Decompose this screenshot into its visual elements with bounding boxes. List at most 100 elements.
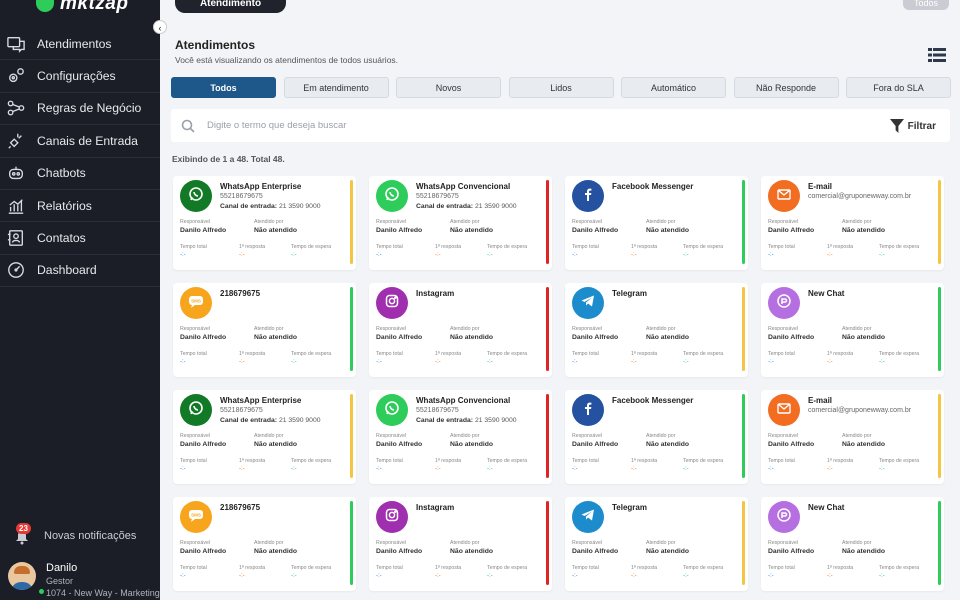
sidebar: mktzap Atendimentos Configurações Regras… — [0, 0, 160, 600]
filter-todos[interactable]: Todos — [171, 77, 276, 98]
collapse-sidebar-button[interactable]: ‹ — [153, 20, 167, 34]
tempo-total-label: Tempo total — [376, 458, 403, 464]
espera-label: Tempo de espera — [291, 244, 332, 250]
sidebar-item-relatorios[interactable]: Relatórios — [0, 190, 160, 223]
entry-channel-value: 21 3590 9000 — [278, 417, 321, 424]
resposta-value: -:- — [435, 466, 441, 472]
sla-status-bar — [350, 394, 353, 478]
conversation-card[interactable]: New Chat Responsável Danilo Alfredo Atendid… — [761, 497, 944, 591]
filter-automatico[interactable]: Automático — [621, 77, 726, 98]
sidebar-item-dashboard[interactable]: Dashboard — [0, 255, 160, 288]
chat-icon — [7, 36, 25, 53]
sidebar-item-regras[interactable]: Regras de Negócio — [0, 93, 160, 126]
user-profile[interactable]: Danilo Gestor 1074 - New Way - Marketing — [8, 562, 160, 599]
atendido-label: Atendido por — [842, 433, 872, 439]
tab-atendimento[interactable]: Atendimento — [175, 0, 286, 13]
todos-dropdown[interactable]: Todos — [903, 0, 949, 10]
tempo-total-label: Tempo total — [180, 565, 207, 571]
resposta-label: 1ª resposta — [827, 351, 854, 357]
sla-status-bar — [938, 501, 941, 585]
logo[interactable]: mktzap — [36, 0, 128, 14]
responsavel-label: Responsável — [376, 540, 406, 546]
sidebar-item-label: Regras de Negócio — [37, 101, 142, 116]
resposta-value: -:- — [631, 573, 637, 579]
espera-label: Tempo de espera — [683, 565, 724, 571]
tempo-total-label: Tempo total — [768, 565, 795, 571]
responsavel-value: Danilo Alfredo — [376, 227, 423, 234]
entry-channel-label: Canal de entrada: — [220, 203, 278, 210]
filter-lidos[interactable]: Lidos — [508, 77, 614, 98]
espera-value: -:- — [291, 359, 297, 365]
conversation-card[interactable]: Facebook Messenger Responsável Danilo Alfr… — [565, 390, 748, 484]
responsavel-label: Responsável — [180, 326, 210, 332]
conversation-card[interactable]: Instagram Responsável Danilo Alfredo Atendi… — [369, 497, 552, 591]
newchat-icon — [776, 293, 792, 314]
whatsapp-icon — [188, 186, 204, 207]
resposta-label: 1ª resposta — [827, 458, 854, 464]
conversation-card[interactable]: Telegram Responsável Danilo Alfredo Atendid… — [565, 497, 748, 591]
conversation-card[interactable]: E-mail comercial@gruponewway.com.br Respon… — [761, 176, 944, 270]
sidebar-item-label: Canais de Entrada — [37, 133, 138, 148]
entry-channel-label: Canal de entrada: — [416, 417, 474, 424]
espera-value: -:- — [683, 359, 689, 365]
atendido-label: Atendido por — [646, 326, 676, 332]
sla-status-bar — [938, 180, 941, 264]
tempo-total-label: Tempo total — [376, 244, 403, 250]
notifications[interactable]: 23 Novas notificações — [14, 523, 136, 545]
resposta-value: -:- — [239, 359, 245, 365]
resposta-value: -:- — [827, 573, 833, 579]
espera-label: Tempo de espera — [487, 244, 528, 250]
responsavel-label: Responsável — [180, 219, 210, 225]
conversation-card[interactable]: SMS 218679675 Responsável Danilo Alfredo Ate… — [173, 497, 356, 591]
user-company: 1074 - New Way - Marketing — [46, 588, 160, 598]
filter-nao-responde[interactable]: Não Responde — [733, 77, 839, 98]
sidebar-item-contatos[interactable]: Contatos — [0, 222, 160, 255]
filter-novos[interactable]: Novos — [396, 77, 501, 98]
filter-em-atendimento[interactable]: Em atendimento — [283, 77, 389, 98]
conversation-card[interactable]: WhatsApp Convencional 55218679675 Canal de… — [369, 176, 552, 270]
conversation-card[interactable]: SMS 218679675 Responsável Danilo Alfredo Ate… — [173, 283, 356, 377]
atendido-label: Atendido por — [450, 219, 480, 225]
search-input[interactable] — [207, 120, 807, 131]
conversation-card[interactable]: New Chat Responsável Danilo Alfredo Atendid… — [761, 283, 944, 377]
atendido-label: Atendido por — [842, 540, 872, 546]
tempo-total-label: Tempo total — [572, 565, 599, 571]
sms-icon: SMS — [188, 293, 204, 314]
channel-contact: comercial@gruponewway.com.br — [808, 407, 912, 414]
conversation-card[interactable]: Instagram Responsável Danilo Alfredo Atendi… — [369, 283, 552, 377]
conversation-card[interactable]: Telegram Responsável Danilo Alfredo Atendid… — [565, 283, 748, 377]
channel-avatar — [180, 180, 212, 212]
tempo-total-value: -:- — [376, 252, 382, 258]
resposta-label: 1ª resposta — [239, 458, 266, 464]
sla-status-bar — [742, 501, 745, 585]
responsavel-label: Responsável — [376, 326, 406, 332]
atendido-value: Não atendido — [646, 548, 690, 555]
tempo-total-value: -:- — [180, 252, 186, 258]
filter-button[interactable]: Filtrar — [880, 119, 936, 133]
filter-fora-sla[interactable]: Fora do SLA — [846, 77, 951, 98]
sla-status-bar — [546, 287, 549, 371]
resposta-label: 1ª resposta — [827, 244, 854, 250]
sidebar-item-canais[interactable]: Canais de Entrada — [0, 125, 160, 158]
channel-name: WhatsApp Enterprise — [220, 182, 302, 191]
sidebar-item-label: Dashboard — [37, 263, 97, 278]
conversation-card[interactable]: WhatsApp Enterprise 55218679675 Canal de e… — [173, 390, 356, 484]
entry-channel: Canal de entrada: 21 3590 9000 — [416, 203, 517, 210]
conversation-card[interactable]: WhatsApp Enterprise 55218679675 Canal de e… — [173, 176, 356, 270]
sidebar-item-atendimentos[interactable]: Atendimentos — [0, 28, 160, 61]
resposta-label: 1ª resposta — [435, 351, 462, 357]
conversation-card[interactable]: Facebook Messenger Responsável Danilo Alfr… — [565, 176, 748, 270]
resposta-value: -:- — [631, 466, 637, 472]
conversation-card[interactable]: E-mail comercial@gruponewway.com.br Respon… — [761, 390, 944, 484]
sidebar-item-configuracoes[interactable]: Configurações — [0, 60, 160, 93]
list-view-icon[interactable] — [928, 48, 946, 62]
atendido-label: Atendido por — [254, 433, 284, 439]
espera-label: Tempo de espera — [683, 458, 724, 464]
responsavel-label: Responsável — [572, 326, 602, 332]
atendido-label: Atendido por — [254, 326, 284, 332]
conversation-card[interactable]: WhatsApp Convencional 55218679675 Canal de… — [369, 390, 552, 484]
tempo-total-value: -:- — [376, 466, 382, 472]
channel-name: Facebook Messenger — [612, 396, 694, 405]
online-status-dot — [38, 588, 45, 595]
sidebar-item-chatbots[interactable]: Chatbots — [0, 158, 160, 190]
